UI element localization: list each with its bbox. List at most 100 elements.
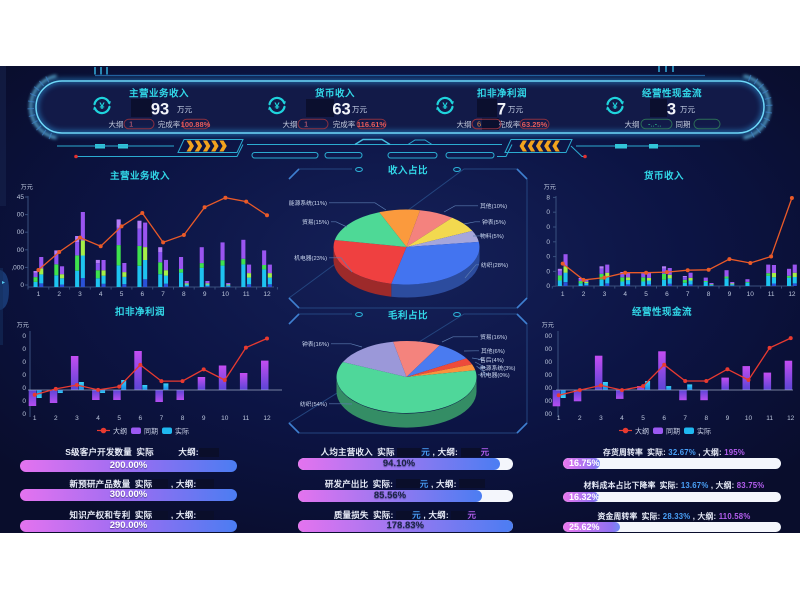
svg-text:8: 8 <box>182 291 186 298</box>
svg-text:万元: 万元 <box>21 184 33 191</box>
svg-text:物料(5%): 物料(5%) <box>480 232 504 240</box>
svg-text:同期: 同期 <box>666 428 680 436</box>
svg-text:钟表(5%): 钟表(5%) <box>482 218 506 226</box>
svg-text:12: 12 <box>263 291 271 298</box>
svg-text:完成率: 完成率 <box>158 119 181 129</box>
svg-text:同期: 同期 <box>144 428 158 436</box>
svg-text:8: 8 <box>546 194 550 201</box>
svg-text:6: 6 <box>665 291 669 298</box>
svg-text:0: 0 <box>22 411 26 418</box>
svg-text:4: 4 <box>620 415 624 422</box>
svg-text:同期: 同期 <box>676 120 691 129</box>
svg-text:0: 0 <box>546 224 550 231</box>
svg-text:10: 10 <box>747 291 755 298</box>
svg-text:10: 10 <box>745 415 753 422</box>
svg-text:6: 6 <box>477 120 481 129</box>
svg-text:5: 5 <box>120 291 124 298</box>
svg-text:4: 4 <box>623 291 627 298</box>
svg-text:63.25%: 63.25% <box>522 120 548 129</box>
svg-text:12: 12 <box>263 415 271 422</box>
svg-text:万元: 万元 <box>680 105 695 114</box>
svg-text:纺织(54%): 纺织(54%) <box>300 400 327 408</box>
svg-text:大纲: 大纲 <box>283 119 298 129</box>
svg-text:电源系统(3%): 电源系统(3%) <box>480 364 515 372</box>
svg-text:3: 3 <box>667 101 676 119</box>
svg-text:毛利占比: 毛利占比 <box>388 310 428 322</box>
svg-text:00: 00 <box>17 212 25 219</box>
svg-text:2: 2 <box>54 415 58 422</box>
svg-text:2: 2 <box>57 291 61 298</box>
svg-text:扣非净利润: 扣非净利润 <box>115 306 165 318</box>
svg-text:大纲: 大纲 <box>109 119 124 129</box>
svg-text:8: 8 <box>707 291 711 298</box>
svg-text:3: 3 <box>603 291 607 298</box>
svg-text:万元: 万元 <box>508 105 523 114</box>
svg-text:11: 11 <box>243 415 250 422</box>
svg-text:能源系统(11%): 能源系统(11%) <box>289 199 327 207</box>
svg-text:00: 00 <box>545 411 553 418</box>
svg-text:10: 10 <box>222 291 230 298</box>
svg-text:12: 12 <box>788 291 796 298</box>
svg-text:机电器(0%): 机电器(0%) <box>480 371 510 379</box>
svg-text:3: 3 <box>78 291 82 298</box>
svg-text:经营性现金流: 经营性现金流 <box>632 306 692 318</box>
svg-text:0: 0 <box>546 209 550 216</box>
svg-text:7: 7 <box>160 415 164 422</box>
svg-text:扣非净利润: 扣非净利润 <box>477 88 527 100</box>
svg-text:00: 00 <box>545 346 553 353</box>
svg-text:45: 45 <box>17 194 25 201</box>
svg-text:1: 1 <box>129 120 133 129</box>
svg-text:11: 11 <box>768 291 775 298</box>
svg-text:1: 1 <box>557 415 561 422</box>
svg-text:货币收入: 货币收入 <box>643 170 684 182</box>
svg-text:0: 0 <box>22 385 26 392</box>
svg-text:11: 11 <box>766 415 773 422</box>
svg-text:6: 6 <box>140 291 144 298</box>
svg-text:8: 8 <box>705 415 709 422</box>
svg-text:¥: ¥ <box>99 101 105 112</box>
svg-text:12: 12 <box>787 415 795 422</box>
svg-text:4: 4 <box>96 415 100 422</box>
svg-text:0: 0 <box>22 398 26 405</box>
svg-text:3: 3 <box>599 415 603 422</box>
svg-text:大纲: 大纲 <box>113 427 127 436</box>
svg-text:钟表(16%): 钟表(16%) <box>302 340 329 348</box>
svg-text:10: 10 <box>221 415 229 422</box>
svg-text:2: 2 <box>582 291 586 298</box>
svg-text:万元: 万元 <box>544 184 556 191</box>
svg-text:1: 1 <box>304 120 308 129</box>
svg-text:贸易(15%): 贸易(15%) <box>302 218 329 226</box>
svg-text:0: 0 <box>546 283 550 290</box>
svg-text:9: 9 <box>202 415 206 422</box>
svg-text:大纲: 大纲 <box>457 119 472 129</box>
svg-text:100.88%: 100.88% <box>181 120 211 129</box>
svg-text:其他(10%): 其他(10%) <box>480 202 507 210</box>
svg-text:5: 5 <box>641 415 645 422</box>
svg-text:万元: 万元 <box>352 105 367 114</box>
svg-text:完成率: 完成率 <box>333 119 356 129</box>
svg-text:3: 3 <box>75 415 79 422</box>
svg-text:9: 9 <box>726 415 730 422</box>
svg-text:大纲: 大纲 <box>625 119 640 129</box>
svg-text:,000: ,000 <box>11 264 24 271</box>
svg-text:0: 0 <box>546 239 550 246</box>
svg-text:00: 00 <box>545 398 553 405</box>
svg-text:¥: ¥ <box>612 101 618 112</box>
svg-text:主营业务收入: 主营业务收入 <box>110 170 170 182</box>
svg-text:0: 0 <box>22 359 26 366</box>
svg-text:0: 0 <box>22 372 26 379</box>
svg-text:完成率: 完成率 <box>498 119 521 129</box>
svg-text:00: 00 <box>545 333 553 340</box>
svg-text:实际: 实际 <box>175 427 189 436</box>
svg-text:0: 0 <box>546 254 550 261</box>
svg-text:00: 00 <box>17 247 25 254</box>
svg-text:1: 1 <box>561 291 565 298</box>
svg-text:贸易(16%): 贸易(16%) <box>480 333 507 341</box>
svg-text:万元: 万元 <box>17 322 29 329</box>
svg-text:00: 00 <box>17 229 25 236</box>
svg-text:实际: 实际 <box>697 427 711 436</box>
svg-text:主营业务收入: 主营业务收入 <box>129 88 189 100</box>
svg-text:售后(4%): 售后(4%) <box>480 356 504 364</box>
svg-text:万元: 万元 <box>542 322 554 329</box>
svg-text:7: 7 <box>683 415 687 422</box>
